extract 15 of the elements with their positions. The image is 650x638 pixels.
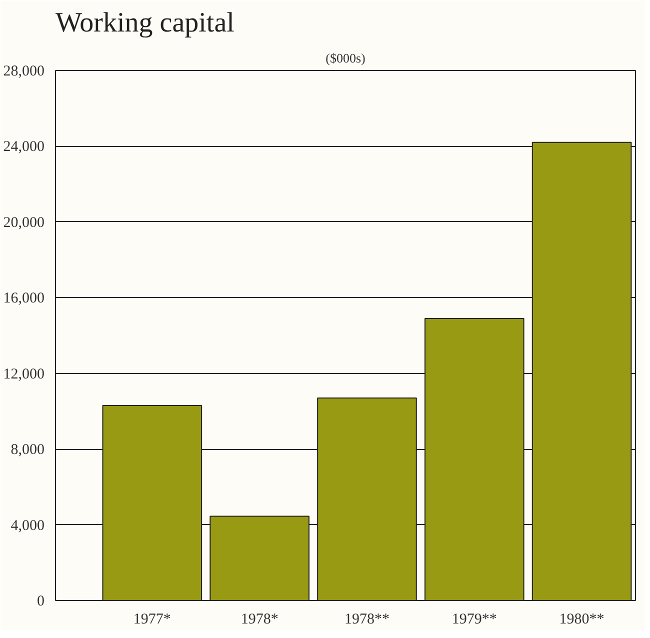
- y-tick-label: 20,000: [3, 214, 44, 231]
- y-tick-label: 28,000: [3, 64, 44, 80]
- y-tick-label: 12,000: [3, 366, 44, 382]
- x-tick-label: 1979**: [452, 612, 497, 628]
- y-tick-label: 16,000: [3, 290, 44, 307]
- y-tick-label: 4,000: [10, 518, 44, 534]
- x-tick-label: 1978**: [344, 612, 390, 628]
- x-tick-label: 1980**: [559, 612, 604, 628]
- x-tick-label: 1978*: [240, 612, 278, 628]
- chart-subtitle: ($000s): [326, 50, 366, 66]
- chart-title: Working capital: [56, 8, 235, 38]
- y-tick-label: 8,000: [10, 442, 44, 458]
- y-tick-label: 0: [37, 594, 44, 610]
- x-tick-label: 1977*: [133, 612, 171, 628]
- y-tick-label: 24,000: [3, 139, 44, 156]
